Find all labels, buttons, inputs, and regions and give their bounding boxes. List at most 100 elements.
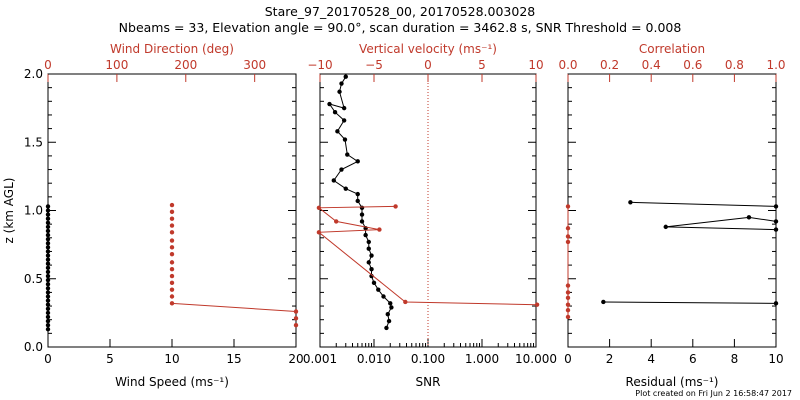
data-point: [45, 232, 51, 238]
series-segment: [748, 216, 777, 222]
top-axis-point: [377, 227, 382, 232]
panel-3: 0 2 4 6 8 10 0.0 0.2 0.4 0.6 0.8 1.0 Residual (ms⁻¹)…: [558, 42, 785, 389]
data-point: [355, 159, 360, 164]
data-point: [45, 322, 51, 328]
x-top-axis-label: Vertical velocity (ms⁻¹): [359, 42, 497, 56]
top-axis-point: [169, 216, 175, 221]
data-point: [366, 246, 371, 251]
data-point: [366, 239, 371, 245]
data-point: [45, 241, 51, 246]
data-point: [359, 205, 365, 210]
data-point: [341, 118, 347, 123]
data-point: [45, 327, 51, 332]
data-point: [366, 260, 371, 265]
x-top-tick-label: 0.2: [600, 58, 619, 72]
data-point: [45, 298, 51, 303]
data-point: [45, 265, 51, 271]
data-point: [45, 269, 51, 275]
data-point: [389, 305, 394, 310]
x-bottom-tick-label: 0.001: [303, 352, 337, 366]
data-point: [45, 220, 51, 225]
data-point: [381, 294, 386, 299]
x-bottom-tick-label: 0.100: [411, 352, 445, 366]
data-point: [45, 286, 51, 291]
data-point: [45, 224, 51, 230]
data-point: [355, 191, 360, 197]
top-axis-point: [565, 307, 571, 313]
top-axis-point: [293, 322, 299, 328]
top-axis-point: [169, 223, 175, 228]
data-point: [45, 204, 51, 209]
data-point: [343, 186, 348, 191]
series-line: [328, 76, 392, 329]
data-point: [339, 81, 344, 86]
x-bottom-tick-label: 5: [106, 352, 114, 366]
series-segment: [603, 301, 777, 304]
y-axis-label: z (km AGL): [2, 178, 16, 244]
top-axis-point: [169, 238, 175, 243]
x-top-tick-label: 5: [478, 58, 486, 72]
data-point: [45, 318, 51, 324]
top-axis-point: [169, 294, 175, 299]
x-top-tick-label: 0.8: [725, 58, 744, 72]
data-point: [773, 227, 779, 232]
x-bottom-tick-label: 6: [689, 352, 697, 366]
x-top-tick-label: 0: [424, 58, 432, 72]
x-top-tick-label: 0.0: [558, 58, 577, 72]
data-point: [335, 129, 340, 134]
x-top-tick-label: 0.6: [683, 58, 702, 72]
top-axis-point: [565, 290, 571, 295]
data-point: [331, 178, 336, 183]
top-axis-point: [169, 230, 175, 235]
data-point: [385, 312, 390, 317]
data-point: [45, 302, 51, 307]
data-point: [388, 301, 393, 306]
top-axis-point: [565, 283, 571, 288]
data-point: [45, 208, 51, 213]
data-point: [773, 204, 779, 209]
x-top-axis-label: Correlation: [639, 42, 705, 56]
data-point: [773, 219, 779, 224]
x-bottom-tick-label: 10: [164, 352, 179, 366]
x-bottom-tick-label: 0.010: [357, 352, 391, 366]
plot-frame: [567, 73, 777, 348]
top-axis-point: [169, 280, 175, 286]
top-axis-point: [403, 299, 408, 305]
data-point: [45, 314, 51, 320]
top-axis-point: [565, 204, 571, 209]
data-point: [773, 301, 779, 306]
top-axis-point: [565, 234, 571, 239]
data-point: [345, 152, 350, 157]
x-bottom-tick-label: 8: [731, 352, 739, 366]
x-top-tick-label: 300: [243, 58, 266, 72]
x-bottom-tick-label: 0: [564, 352, 572, 366]
data-point: [45, 253, 51, 258]
x-top-tick-label: 1.0: [766, 58, 785, 72]
x-bottom-tick-label: 20: [288, 352, 303, 366]
data-point: [45, 310, 51, 316]
data-point: [359, 212, 365, 217]
y-tick-label: 0.5: [24, 272, 43, 286]
top-axis-point: [316, 205, 322, 210]
top-axis-point: [565, 295, 571, 301]
data-point: [601, 299, 606, 305]
series-segment: [665, 226, 777, 231]
x-top-tick-label: 0: [44, 58, 52, 72]
y-tick-label: 2.0: [24, 67, 43, 81]
figure-title: Stare_97_20170528_00, 20170528.003028: [265, 4, 536, 19]
x-bottom-tick-label: 10.000: [515, 352, 557, 366]
x-top-tick-label: 200: [174, 58, 197, 72]
data-point: [663, 224, 668, 230]
top-axis-point: [169, 260, 175, 265]
plot-created-timestamp: Plot created on Fri Jun 2 16:58:47 2017: [635, 389, 792, 398]
data-point: [341, 105, 347, 111]
data-point: [327, 101, 332, 107]
x-top-tick-label: 0.4: [642, 58, 661, 72]
data-point: [386, 318, 392, 324]
x-top-tick-label: −10: [307, 58, 332, 72]
x-bottom-tick-label: 1.000: [465, 352, 499, 366]
data-point: [339, 167, 344, 172]
top-axis-point: [169, 273, 175, 279]
x-bottom-axis-label: Residual (ms⁻¹): [626, 375, 719, 389]
